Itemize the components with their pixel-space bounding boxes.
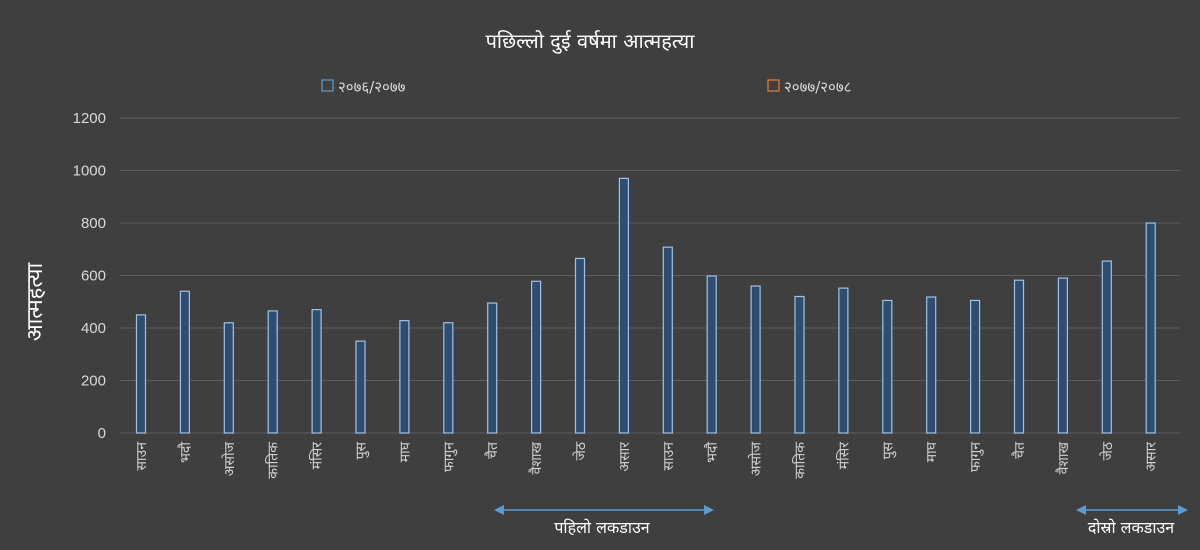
bar-18 — [882, 299, 893, 434]
legend-label-2076-2077: २०७६/२०७७ — [338, 78, 406, 96]
y-axis-label: आत्महत्या — [23, 263, 48, 342]
bar-15 — [750, 285, 761, 434]
x-tick-label: पुस — [354, 441, 370, 459]
bar-23 — [1101, 260, 1112, 434]
bar-2 — [179, 290, 190, 434]
y-tick-label: 0 — [98, 425, 106, 442]
x-tick-label: जेठ — [1099, 441, 1116, 460]
y-tick-label: 400 — [81, 320, 106, 337]
x-tick-label: जेठ — [572, 441, 589, 460]
x-tick-label: साउन — [134, 442, 150, 471]
bar-19 — [926, 296, 937, 434]
x-tick-label: असोज — [221, 441, 238, 476]
bars — [135, 177, 1156, 434]
first-lockdown-arrow-right-head — [704, 505, 714, 515]
x-tick-label: असोज — [748, 441, 765, 476]
y-tick-label: 1200 — [73, 110, 106, 127]
y-tick-label: 600 — [81, 268, 106, 285]
bar-1 — [135, 314, 147, 434]
first-lockdown-arrow-left-head — [494, 505, 504, 515]
bar-13 — [662, 246, 673, 434]
legend: २०७६/२०७७ २०७७/२०७८ — [321, 78, 851, 96]
y-tick-label: 200 — [81, 373, 106, 390]
bar-3 — [223, 322, 234, 434]
bar-17 — [838, 287, 849, 434]
bar-24 — [1145, 222, 1156, 434]
bar-5 — [311, 309, 322, 434]
bar-9 — [487, 302, 498, 434]
bar-14 — [706, 275, 717, 434]
second-lockdown-label: दोस्रो लकडाउन — [1088, 518, 1175, 537]
bar-22 — [1057, 277, 1069, 434]
y-tick-label: 1000 — [73, 163, 106, 180]
first-lockdown-label: पहिलो लकडाउन — [554, 518, 650, 537]
x-tick-label: चैत — [484, 441, 501, 459]
x-tick-label: भदौ — [177, 442, 194, 463]
x-tick-label: फागुन — [441, 442, 457, 472]
x-tick-label: असार — [617, 442, 633, 472]
bar-12 — [618, 177, 630, 434]
x-tick-label: माघ — [397, 441, 413, 462]
second-lockdown-arrow-left-head — [1076, 505, 1086, 515]
bar-21 — [1013, 279, 1025, 434]
x-tick-label: चैत — [1011, 441, 1028, 459]
bar-16 — [794, 295, 805, 434]
x-tick-label: कातिक — [265, 442, 282, 479]
x-tick-label: कातिक — [792, 442, 809, 479]
x-tick-label: वैशाख — [1055, 441, 1072, 474]
bar-10 — [530, 280, 542, 434]
second-lockdown-arrow-right-head — [1178, 505, 1188, 515]
x-tick-label: भदौ — [704, 442, 721, 463]
legend-label-2077-2078: २०७७/२०७८ — [784, 78, 851, 96]
legend-swatch-2076-2077 — [321, 79, 334, 92]
legend-swatch-2077-2078 — [767, 79, 780, 92]
bar-4 — [267, 310, 278, 434]
first-lockdown-annotation: पहिलो लकडाउन — [494, 505, 714, 537]
gridlines — [120, 117, 1180, 434]
x-tick-label: साउन — [661, 442, 677, 471]
bar-20 — [969, 299, 981, 434]
bar-7 — [399, 320, 410, 434]
x-tick-label: वैशाख — [528, 441, 545, 474]
x-tick-label: मंसिर — [309, 442, 326, 469]
bar-11 — [574, 257, 586, 434]
y-axis-ticks: 0 200 400 600 800 1000 1200 — [73, 110, 106, 442]
x-axis-ticks: साउन भदौ असोज कातिक मंसिर पुस माघ फागुन चैत वैशाख… — [134, 441, 1160, 479]
chart-title: पछिल्लो दुई वर्षमा आत्महत्या — [486, 29, 696, 54]
x-tick-label: मंसिर — [835, 442, 852, 469]
bar-6 — [355, 340, 366, 434]
bar-8 — [443, 322, 454, 434]
second-lockdown-annotation: दोस्रो लकडाउन — [1076, 505, 1188, 537]
y-tick-label: 800 — [81, 215, 106, 232]
x-tick-label: पुस — [880, 441, 896, 459]
x-tick-label: माघ — [924, 441, 940, 462]
x-tick-label: असार — [1144, 442, 1160, 472]
x-tick-label: फागुन — [968, 442, 984, 472]
